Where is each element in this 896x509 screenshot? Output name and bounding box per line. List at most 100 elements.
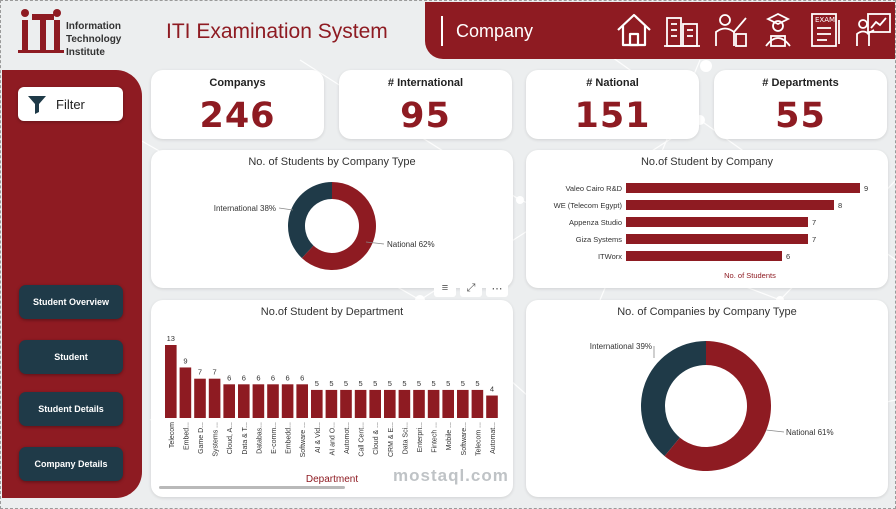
slice-label: National 62% bbox=[387, 240, 435, 249]
bar[interactable] bbox=[486, 395, 498, 418]
category-label: Automat... bbox=[490, 422, 497, 454]
slice-national[interactable] bbox=[664, 341, 771, 471]
category-label: Game D... bbox=[198, 422, 205, 454]
category-label: ITWorx bbox=[598, 252, 622, 261]
students-by-company-card: No.of Student by Company Valeo Cairo R&D… bbox=[526, 150, 888, 288]
slice-international[interactable] bbox=[288, 182, 332, 259]
focus-mode-icon[interactable]: ⤢ bbox=[460, 279, 482, 297]
students-by-company-type-card: No. of Students by Company Type Internat… bbox=[151, 150, 513, 288]
bar[interactable] bbox=[281, 384, 294, 418]
nav-icon-bar: EXAM bbox=[614, 10, 894, 50]
more-options-icon[interactable]: ⋯ bbox=[486, 279, 508, 297]
watermark: mostaql.com bbox=[393, 466, 509, 485]
bar[interactable] bbox=[354, 389, 367, 418]
category-label: Databas... bbox=[256, 422, 263, 454]
bar[interactable] bbox=[457, 389, 469, 418]
header-band bbox=[425, 2, 895, 59]
chart-title: No. of Companies by Company Type bbox=[617, 306, 797, 318]
x-axis-title: Department bbox=[306, 474, 358, 485]
bar[interactable] bbox=[325, 389, 338, 418]
kpi-card-departments: # Departments 55 bbox=[714, 70, 887, 139]
home-icon[interactable] bbox=[614, 10, 654, 50]
data-label: 6 bbox=[227, 373, 231, 382]
companies-by-company-type-chart: International 39% National 61% bbox=[590, 341, 834, 471]
filter-lines-icon[interactable]: ≡ bbox=[434, 279, 456, 297]
iti-logo bbox=[18, 9, 64, 53]
slice-label: National 61% bbox=[786, 428, 834, 437]
bar[interactable] bbox=[369, 389, 381, 418]
category-label: Embedd... bbox=[286, 422, 293, 454]
data-label: 9 bbox=[864, 184, 868, 193]
slice-international[interactable] bbox=[641, 341, 706, 457]
exam-icon[interactable]: EXAM bbox=[806, 10, 846, 50]
kpi-label: Companys bbox=[209, 77, 266, 89]
bar[interactable] bbox=[442, 389, 454, 418]
bar[interactable] bbox=[194, 378, 206, 418]
chart-title: No.of Student by Department bbox=[260, 306, 404, 318]
bar[interactable] bbox=[296, 384, 308, 418]
category-label: Telecom bbox=[169, 422, 176, 448]
filter-icon bbox=[28, 96, 46, 114]
category-label: Valeo Cairo R&D bbox=[565, 184, 622, 193]
bar[interactable] bbox=[626, 251, 782, 261]
bar[interactable] bbox=[238, 384, 250, 418]
bar[interactable] bbox=[427, 389, 440, 418]
data-label: 5 bbox=[344, 379, 348, 388]
data-label: 6 bbox=[286, 373, 290, 382]
presentation-icon[interactable] bbox=[854, 10, 894, 50]
bar[interactable] bbox=[340, 389, 352, 418]
data-label: 5 bbox=[417, 379, 421, 388]
bar[interactable] bbox=[626, 200, 834, 210]
nav-student-button[interactable]: Student bbox=[19, 340, 123, 374]
bar[interactable] bbox=[267, 384, 279, 418]
bar[interactable] bbox=[471, 389, 484, 418]
bar[interactable] bbox=[626, 217, 808, 227]
slice-national[interactable] bbox=[301, 182, 376, 270]
instructor-icon[interactable] bbox=[710, 10, 750, 50]
companies-by-company-type-card: No. of Companies by Company Type Interna… bbox=[526, 300, 888, 497]
logo-line: Technology bbox=[66, 34, 122, 45]
bar[interactable] bbox=[413, 389, 425, 418]
nav-student-details-button[interactable]: Student Details bbox=[19, 392, 123, 426]
category-label: Appenza Studio bbox=[569, 218, 622, 227]
horizontal-scrollbar[interactable] bbox=[159, 486, 345, 489]
logo-line: Information bbox=[66, 21, 121, 32]
bar[interactable] bbox=[165, 345, 177, 418]
bar[interactable] bbox=[208, 378, 221, 418]
bar[interactable] bbox=[223, 384, 235, 418]
category-label: CRM & E... bbox=[388, 422, 395, 457]
kpi-value: 246 bbox=[199, 96, 276, 136]
bar[interactable] bbox=[311, 389, 323, 418]
student-icon[interactable] bbox=[758, 10, 798, 50]
data-label: 7 bbox=[812, 218, 816, 227]
data-label: 7 bbox=[198, 368, 202, 377]
kpi-label: # National bbox=[586, 77, 639, 89]
data-label: 6 bbox=[271, 373, 275, 382]
bar[interactable] bbox=[252, 384, 265, 418]
category-label: Telecom ... bbox=[475, 422, 482, 456]
students-by-company-chart: Valeo Cairo R&D 9 WE (Telecom Egypt) 8 Appen… bbox=[554, 183, 868, 280]
chart-title: No. of Students by Company Type bbox=[248, 156, 416, 168]
nav-company-details-button[interactable]: Company Details bbox=[19, 447, 123, 481]
bar[interactable] bbox=[398, 389, 411, 418]
bar[interactable] bbox=[384, 389, 396, 418]
kpi-card-international: # International 95 bbox=[339, 70, 512, 139]
category-label: WE (Telecom Egypt) bbox=[554, 201, 623, 210]
slice-label: International 38% bbox=[214, 204, 276, 213]
category-label: Data & T... bbox=[242, 422, 249, 455]
data-label: 5 bbox=[432, 379, 436, 388]
category-label: AI & Vid... bbox=[315, 422, 322, 453]
bar[interactable] bbox=[179, 367, 192, 418]
bar[interactable] bbox=[626, 183, 860, 193]
kpi-value: 55 bbox=[775, 96, 826, 136]
data-label: 5 bbox=[359, 379, 363, 388]
bar[interactable] bbox=[626, 234, 808, 244]
app-title: ITI Examination System bbox=[166, 20, 388, 43]
company-building-icon[interactable] bbox=[662, 10, 702, 50]
data-label: 5 bbox=[475, 379, 479, 388]
data-label: 5 bbox=[388, 379, 392, 388]
filter-button[interactable]: Filter bbox=[18, 87, 123, 121]
visual-toolbar: ≡ ⤢ ⋯ bbox=[434, 279, 508, 297]
category-label: Enterpri... bbox=[417, 422, 424, 452]
nav-student-overview-button[interactable]: Student Overview bbox=[19, 285, 123, 319]
